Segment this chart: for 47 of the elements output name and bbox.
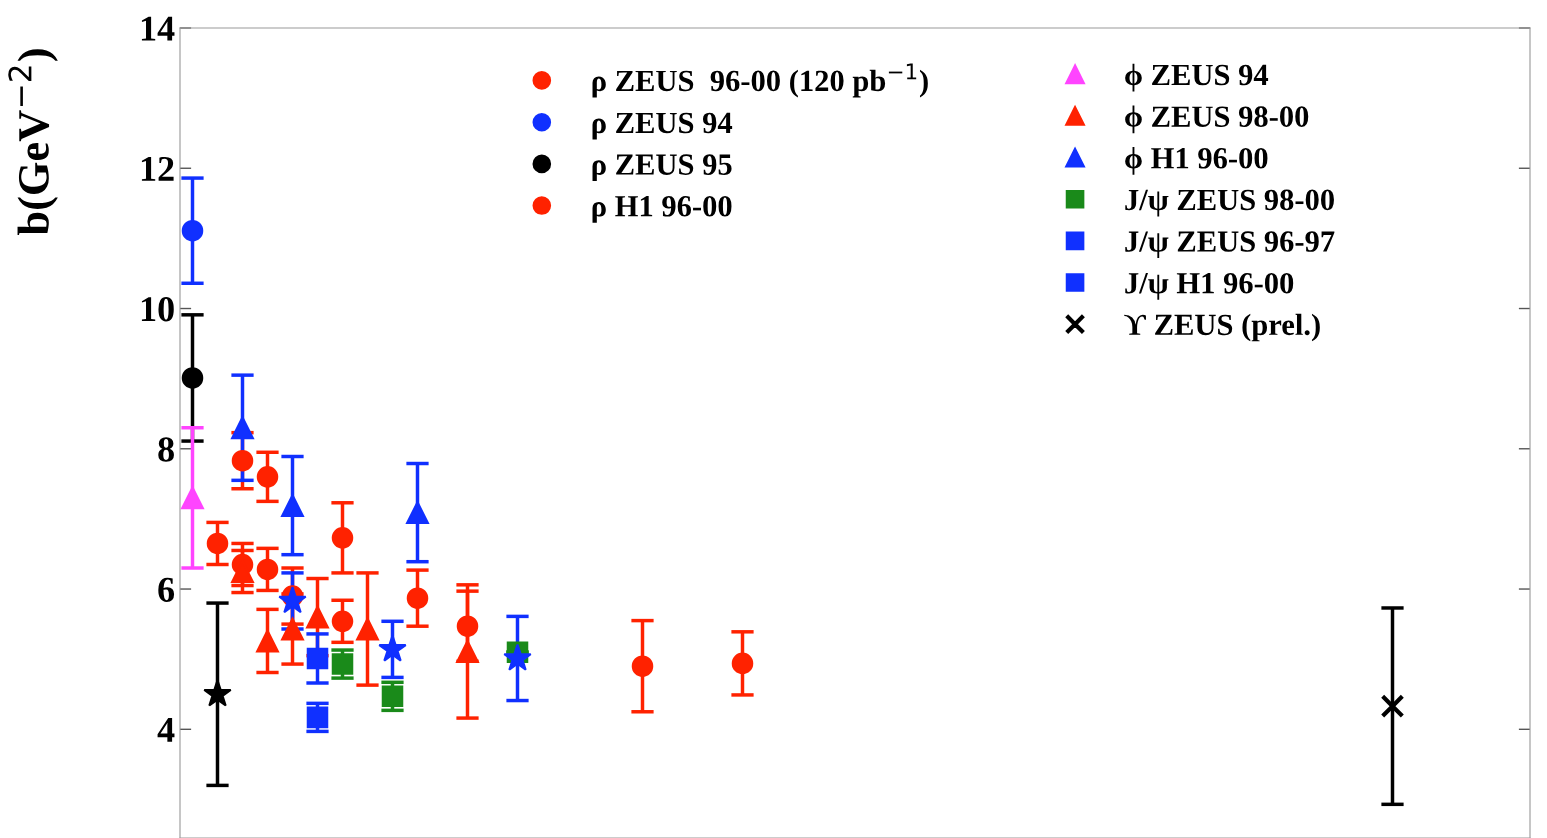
y-tick-label: 10 xyxy=(141,297,174,322)
point xyxy=(256,558,279,581)
point xyxy=(1380,694,1405,719)
point xyxy=(406,587,429,609)
point xyxy=(231,449,254,472)
y-axis-title: b(GeV$^{−2}$) xyxy=(8,49,58,236)
point xyxy=(378,634,407,662)
point xyxy=(731,652,754,675)
point xyxy=(181,486,204,510)
point xyxy=(281,617,304,641)
point xyxy=(256,466,279,488)
point xyxy=(306,647,329,670)
y-tick-label: 12 xyxy=(141,156,174,181)
y-tick-label: 8 xyxy=(158,437,174,462)
point xyxy=(203,679,232,707)
legend-label: ρ ZEUS 95 xyxy=(592,154,732,182)
legend-label: J/ψ ZEUS 98-00 xyxy=(1125,189,1334,217)
point xyxy=(356,617,379,641)
y-tick-label: 6 xyxy=(158,577,175,602)
legend-label: ρ ZEUS 96-00 (120 pb$^{−1}$) xyxy=(592,63,928,98)
point xyxy=(406,501,429,525)
point xyxy=(331,527,354,549)
point xyxy=(256,629,279,653)
point xyxy=(231,416,254,440)
legend-label: J/ψ H1 96-00 xyxy=(1125,272,1294,300)
point xyxy=(631,655,654,677)
point xyxy=(456,615,479,637)
legend-label: ϕ ZEUS 98-00 xyxy=(1125,105,1309,134)
point xyxy=(456,640,479,663)
point xyxy=(331,610,354,633)
point xyxy=(306,706,329,729)
legend-label: ϕ ZEUS 94 xyxy=(1125,63,1269,92)
point xyxy=(381,685,404,708)
legend-label: ρ ZEUS 94 xyxy=(592,112,733,140)
point xyxy=(503,643,532,671)
point xyxy=(206,532,229,555)
legend-label: J/ψ ZEUS 96-97 xyxy=(1125,231,1335,259)
point xyxy=(306,605,329,629)
point xyxy=(331,653,354,675)
legend-label: ϕ H1 96-00 xyxy=(1125,147,1268,175)
y-tick-label: 14 xyxy=(141,16,175,41)
legend-label: ϒ ZEUS (prel.) xyxy=(1124,313,1320,342)
y-tick-label: 4 xyxy=(157,718,175,742)
point xyxy=(281,494,304,518)
point xyxy=(181,219,204,242)
point xyxy=(181,367,204,389)
legend-label: ρ H1 96-00 xyxy=(592,195,732,223)
